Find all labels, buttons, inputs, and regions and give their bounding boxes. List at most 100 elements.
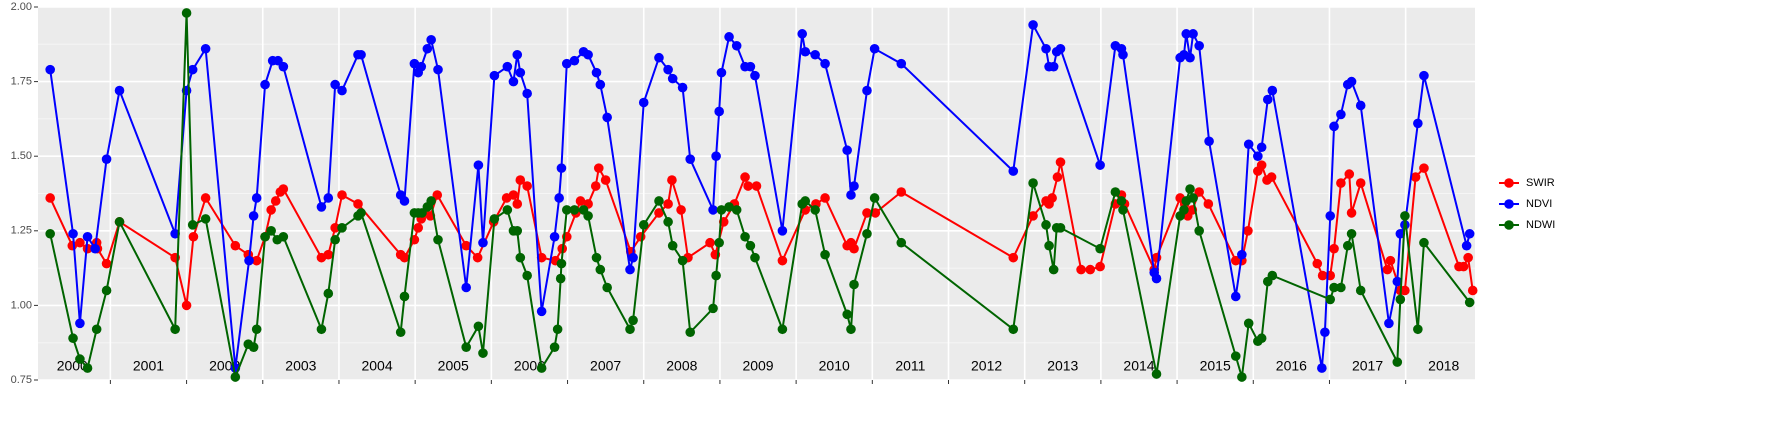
- data-point: [536, 363, 547, 373]
- data-point: [638, 97, 649, 108]
- data-point: [1400, 285, 1410, 296]
- data-point: [200, 214, 211, 224]
- data-point: [512, 49, 523, 60]
- data-point: [745, 240, 756, 251]
- data-point: [395, 327, 406, 338]
- year-label: 2010: [819, 358, 850, 374]
- data-point: [708, 205, 718, 215]
- data-point: [602, 282, 612, 293]
- data-point: [337, 223, 347, 233]
- data-point: [187, 220, 198, 230]
- year-label: 2013: [1047, 358, 1078, 374]
- data-point: [489, 70, 500, 81]
- data-point: [638, 220, 649, 230]
- data-point: [1116, 196, 1127, 206]
- year-label: 2005: [438, 358, 469, 374]
- data-point: [200, 43, 211, 54]
- data-point: [316, 324, 327, 335]
- data-point: [628, 252, 638, 263]
- data-point: [278, 61, 289, 72]
- data-point: [1256, 160, 1267, 170]
- data-point: [1008, 252, 1019, 263]
- data-point: [416, 61, 427, 72]
- y-tick-label: 0.75: [11, 374, 32, 386]
- data-point: [1262, 94, 1273, 105]
- data-point: [869, 193, 880, 203]
- data-point: [556, 163, 567, 173]
- data-point: [181, 300, 192, 311]
- data-point: [82, 243, 93, 254]
- data-point: [731, 205, 742, 215]
- data-point: [188, 231, 199, 242]
- y-tick-label: 1.50: [11, 150, 32, 162]
- data-point: [356, 49, 366, 60]
- data-point: [1384, 318, 1394, 329]
- data-point: [561, 205, 572, 215]
- data-point: [1419, 237, 1429, 248]
- data-point: [45, 228, 55, 239]
- data-point: [590, 181, 601, 191]
- data-point: [1203, 199, 1214, 209]
- data-point: [68, 228, 78, 239]
- data-point: [1253, 151, 1263, 161]
- data-point: [433, 64, 443, 75]
- data-point: [750, 252, 760, 263]
- data-point: [278, 231, 289, 242]
- data-point: [260, 79, 270, 90]
- data-point: [595, 79, 606, 90]
- data-point: [323, 288, 334, 299]
- data-point: [731, 40, 742, 51]
- data-point: [473, 160, 484, 170]
- data-point: [1400, 211, 1410, 221]
- data-point: [1151, 369, 1162, 379]
- data-point: [251, 324, 262, 335]
- data-point: [478, 237, 488, 248]
- data-point: [502, 61, 513, 72]
- data-point: [750, 70, 760, 81]
- data-point: [230, 240, 241, 251]
- year-label: 2001: [133, 358, 164, 374]
- data-point: [708, 303, 718, 314]
- data-point: [489, 214, 500, 224]
- data-point: [1385, 255, 1396, 266]
- data-point: [1458, 261, 1469, 272]
- data-point: [625, 264, 635, 275]
- data-point: [433, 234, 443, 245]
- data-point: [170, 324, 180, 335]
- data-point: [1344, 169, 1355, 179]
- data-point: [1237, 372, 1247, 382]
- data-point: [1181, 29, 1192, 39]
- data-point: [740, 231, 750, 242]
- data-point: [549, 342, 560, 352]
- data-point: [413, 223, 424, 233]
- data-point: [508, 76, 519, 87]
- data-point: [399, 252, 410, 263]
- data-point: [68, 333, 78, 344]
- data-point: [432, 190, 443, 200]
- data-point: [422, 43, 433, 54]
- data-point: [1329, 243, 1339, 254]
- data-point: [820, 193, 830, 203]
- data-point: [740, 172, 750, 182]
- data-point: [595, 264, 606, 275]
- data-point: [522, 88, 532, 99]
- data-point: [667, 175, 677, 185]
- data-point: [862, 85, 872, 96]
- data-point: [1336, 178, 1346, 188]
- data-point: [251, 193, 262, 203]
- data-point: [1048, 61, 1059, 72]
- data-point: [244, 255, 254, 266]
- data-point: [353, 199, 363, 209]
- data-point: [555, 273, 566, 284]
- data-point: [75, 237, 85, 248]
- series-line: [49, 21, 1471, 369]
- data-point: [461, 282, 472, 293]
- data-point: [591, 67, 602, 78]
- data-point: [896, 237, 907, 248]
- data-point: [711, 270, 721, 281]
- data-point: [1230, 291, 1241, 302]
- data-point: [260, 231, 270, 242]
- data-point: [676, 205, 686, 215]
- data-point: [745, 61, 756, 72]
